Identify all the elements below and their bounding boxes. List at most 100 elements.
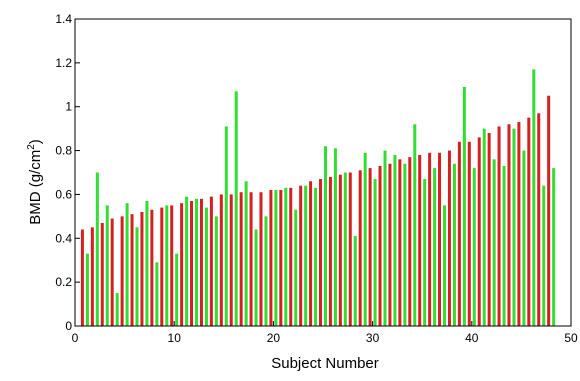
green-bar-36 xyxy=(433,168,437,326)
green-bar-26 xyxy=(333,148,337,326)
green-bar-18 xyxy=(254,229,258,326)
plot-frame xyxy=(74,18,572,327)
y-axis-label-end: ) xyxy=(27,139,44,144)
red-bar-10 xyxy=(170,205,174,326)
y-tick-label: 1.4 xyxy=(55,12,72,26)
red-bar-4 xyxy=(110,218,114,326)
y-axis-label-superscript: 2 xyxy=(26,144,37,150)
x-tick-label: 10 xyxy=(168,331,182,345)
red-bar-6 xyxy=(130,214,134,326)
y-tick-label: 1 xyxy=(65,100,72,114)
red-bar-22 xyxy=(289,187,293,326)
green-bar-6 xyxy=(135,227,139,326)
red-bar-44 xyxy=(507,124,511,326)
red-bar-20 xyxy=(269,190,273,326)
red-bar-28 xyxy=(348,172,352,326)
red-bar-12 xyxy=(190,201,194,326)
red-bar-16 xyxy=(229,194,233,326)
green-bar-48 xyxy=(552,168,556,326)
red-bar-23 xyxy=(299,185,303,326)
green-bar-1 xyxy=(85,253,89,326)
green-bar-35 xyxy=(423,179,427,326)
red-bar-38 xyxy=(447,150,451,326)
red-bar-34 xyxy=(408,157,412,326)
green-bar-24 xyxy=(314,187,318,326)
y-tick-label: 0.4 xyxy=(55,231,72,245)
x-tick-label: 20 xyxy=(267,331,281,345)
green-bar-46 xyxy=(532,69,536,326)
red-bar-2 xyxy=(90,227,94,326)
red-bar-24 xyxy=(309,181,313,326)
red-bar-37 xyxy=(438,152,442,326)
x-axis-label: Subject Number xyxy=(271,355,379,372)
red-bar-21 xyxy=(279,190,283,326)
x-tick-label: 0 xyxy=(72,331,79,345)
red-bar-17 xyxy=(239,192,243,326)
green-bar-37 xyxy=(443,205,447,326)
green-bar-23 xyxy=(304,185,308,326)
red-bar-33 xyxy=(398,159,402,326)
green-bar-4 xyxy=(115,293,119,326)
red-bar-9 xyxy=(160,207,164,326)
red-bar-35 xyxy=(418,154,422,326)
green-bar-30 xyxy=(373,179,377,326)
green-bar-28 xyxy=(353,236,357,326)
red-bar-43 xyxy=(497,126,501,326)
red-bar-13 xyxy=(199,198,203,326)
green-bar-7 xyxy=(145,201,149,326)
green-bar-38 xyxy=(452,163,456,326)
ticks-layer: 0 10 20 30 40 50 0 0.2 0.4 0.6 0.8 1 1.2 1.4 xyxy=(55,12,578,345)
red-bar-40 xyxy=(467,141,471,326)
red-bar-39 xyxy=(457,141,461,326)
red-bar-8 xyxy=(150,209,154,326)
green-bar-25 xyxy=(324,146,327,326)
green-bar-14 xyxy=(214,216,218,326)
red-bar-7 xyxy=(140,211,144,326)
y-tick-label: 0.2 xyxy=(55,275,72,289)
green-bar-34 xyxy=(413,124,417,326)
green-bar-45 xyxy=(522,150,526,326)
red-bar-30 xyxy=(368,168,372,326)
green-bar-11 xyxy=(185,196,189,326)
red-bar-31 xyxy=(378,165,382,326)
green-bar-44 xyxy=(512,128,516,326)
red-bar-47 xyxy=(537,113,541,326)
green-bar-21 xyxy=(284,187,288,326)
red-bar-19 xyxy=(259,192,263,326)
red-bar-48 xyxy=(547,95,551,326)
red-bar-14 xyxy=(209,196,213,326)
red-bar-29 xyxy=(358,170,362,326)
red-bar-36 xyxy=(428,152,432,326)
green-bar-15 xyxy=(224,126,228,326)
green-bar-22 xyxy=(294,209,298,326)
y-axis-label: BMD (g/cm2) xyxy=(26,139,44,225)
green-bar-10 xyxy=(175,253,179,326)
green-bar-9 xyxy=(165,205,169,326)
red-bar-32 xyxy=(388,163,392,326)
green-bar-29 xyxy=(363,152,367,326)
x-tick-label: 30 xyxy=(366,331,380,345)
y-tick-label: 0 xyxy=(65,319,72,333)
red-bar-3 xyxy=(100,222,104,326)
red-bar-25 xyxy=(319,179,322,326)
bars-layer xyxy=(80,69,556,327)
red-bar-41 xyxy=(477,137,481,326)
green-bar-3 xyxy=(105,205,109,326)
green-bar-19 xyxy=(264,216,268,326)
red-bar-27 xyxy=(338,174,342,326)
green-bar-47 xyxy=(542,185,546,326)
red-bar-46 xyxy=(527,117,531,327)
red-bar-1 xyxy=(80,229,84,326)
red-bar-42 xyxy=(487,133,491,326)
green-bar-41 xyxy=(482,128,486,326)
red-bar-11 xyxy=(180,203,184,326)
y-tick-label: 0.6 xyxy=(55,187,72,201)
red-bar-15 xyxy=(219,194,223,326)
green-bar-33 xyxy=(403,163,407,326)
green-bar-32 xyxy=(393,154,397,326)
y-tick-label: 0.8 xyxy=(55,144,72,158)
green-bar-31 xyxy=(383,150,387,326)
x-tick-label: 50 xyxy=(564,331,578,345)
green-bar-16 xyxy=(234,91,238,326)
